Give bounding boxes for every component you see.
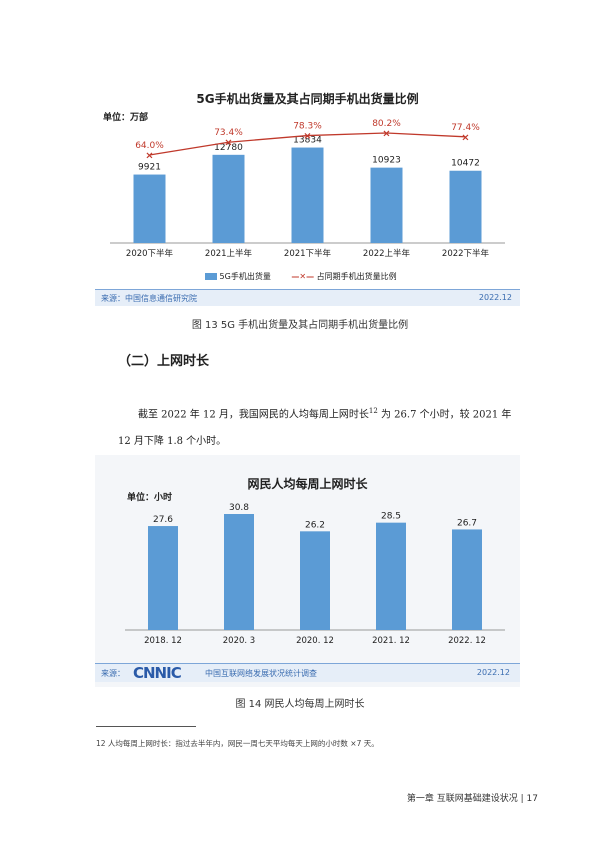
chart1-svg: 9921 2020下半年 12780 2021上半年 13834 2021下半年 10923… xyxy=(110,119,505,259)
chart2-unit: 单位：小时 xyxy=(127,493,173,503)
chart2-bar-label: 27.6 xyxy=(153,515,173,525)
chart2-bar-label: 28.5 xyxy=(381,512,401,522)
chart2-date: 2022.12 xyxy=(476,668,510,677)
chart1-line-label: 73.4% xyxy=(214,128,243,138)
chart1-legend: 5G手机出货量 —✕— 占同期手机出货量比例 xyxy=(205,271,397,282)
chart1-line-marker: × xyxy=(224,138,232,149)
chart1-bar xyxy=(133,174,166,243)
chart1-tick-label: 2021下半年 xyxy=(284,248,332,259)
chart2-tick-label: 2020. 12 xyxy=(296,636,334,646)
footnote-ref: 12 xyxy=(368,407,378,415)
footnote-divider xyxy=(96,726,196,727)
footnote: 12 人均每周上网时长：指过去半年内，网民一周七天平均每天上网的小时数 ×7 天… xyxy=(96,739,379,748)
chart2-source-bar: 来源： CNNIC 中国互联网络发展状况统计调查 2022.12 xyxy=(95,663,520,682)
chart1-bar xyxy=(370,167,403,243)
chart2-bar xyxy=(148,526,178,630)
chart2-svg: 27.6 2018. 12 30.8 2020. 3 26.2 2020. 12 28.5 2… xyxy=(125,503,505,646)
chart1-source-bar: 来源：中国信息通信研究院 2022.12 xyxy=(95,289,520,306)
chart1-bar-label: 12780 xyxy=(214,143,243,153)
chart2-tick-label: 2020. 3 xyxy=(223,636,255,646)
chart1-line-marker: × xyxy=(303,131,311,142)
legend-line-swatch: —✕— xyxy=(291,272,315,281)
paragraph-line2: 12 月下降 1.8 个小时。 xyxy=(118,436,227,448)
chart2-org: 中国互联网络发展状况统计调查 xyxy=(205,669,317,678)
chart1-panel: 5G手机出货量及其占同期手机出货量比例 单位：万部 9921 2020下半年 127… xyxy=(95,60,520,306)
chart2-source: 来源： xyxy=(101,669,125,678)
chart1-line-label: 78.3% xyxy=(293,122,322,132)
chart1-bar xyxy=(212,154,245,243)
chart1-source: 来源：中国信息通信研究院 xyxy=(101,294,197,303)
chart1-bar xyxy=(291,147,324,243)
page-footer: 第一章 互联网基础建设状况 | 17 xyxy=(406,794,538,804)
figure13-caption: 图 13 5G 手机出货量及其占同期手机出货量比例 xyxy=(191,320,409,331)
chart1-bar-label: 10472 xyxy=(451,159,480,169)
chart1-tick-label: 2022上半年 xyxy=(363,248,411,259)
chart2-bar-label: 26.7 xyxy=(457,518,477,528)
chart1-line-marker: × xyxy=(461,132,469,143)
chart2-bar-label: 30.8 xyxy=(229,503,249,513)
chart1-line-marker: × xyxy=(382,129,390,140)
chart2-bar xyxy=(452,529,482,630)
legend-bar-swatch xyxy=(205,273,217,280)
chart2-bar xyxy=(224,514,254,630)
chart1-line-marker: × xyxy=(145,151,153,162)
chart2-tick-label: 2021. 12 xyxy=(372,636,410,646)
chart2-bar xyxy=(376,522,406,630)
chart2-tick-label: 2018. 12 xyxy=(144,636,182,646)
chart1-ratio-line xyxy=(149,132,466,156)
chart1-bar-label: 13834 xyxy=(293,136,322,146)
chart2-bar xyxy=(300,531,330,630)
paragraph-line1b: 为 26.7 个小时，较 2021 年 xyxy=(377,409,512,421)
paragraph-line1: 截至 2022 年 12 月，我国网民的人均每周上网时长 xyxy=(138,409,369,421)
chart1-unit: 单位：万部 xyxy=(103,113,149,123)
chart1-line-label: 77.4% xyxy=(451,123,480,133)
chart2-bar-label: 26.2 xyxy=(305,520,325,530)
chart2-panel: 网民人均每周上网时长 单位：小时 27.6 2018. 12 30.8 2020. 3… xyxy=(95,455,520,687)
chart1-tick-label: 2022下半年 xyxy=(442,248,490,259)
section-title: （二）上网时长 xyxy=(118,354,210,369)
chart1-bar-label: 9921 xyxy=(138,163,161,173)
chart1-tick-label: 2020下半年 xyxy=(126,248,174,259)
chart1-bar-label: 10923 xyxy=(372,156,401,166)
chart2-tick-label: 2022. 12 xyxy=(448,636,486,646)
chart1-title: 5G手机出货量及其占同期手机出货量比例 xyxy=(196,92,419,106)
chart2-title: 网民人均每周上网时长 xyxy=(247,477,368,491)
legend-line-label: 占同期手机出货量比例 xyxy=(316,272,397,281)
chart1-date: 2022.12 xyxy=(478,293,512,302)
chart1-line-label: 80.2% xyxy=(372,119,401,129)
chart1-bar xyxy=(449,170,482,243)
body-paragraph: 截至 2022 年 12 月，我国网民的人均每周上网时长12 为 26.7 个小… xyxy=(118,398,538,455)
figure14-caption: 图 14 网民人均每周上网时长 xyxy=(235,699,365,710)
chart1-tick-label: 2021上半年 xyxy=(205,248,253,259)
cnnic-logo: CNNIC xyxy=(133,664,182,682)
legend-bar-label: 5G手机出货量 xyxy=(219,272,271,281)
chart1-line-label: 64.0% xyxy=(135,141,164,151)
